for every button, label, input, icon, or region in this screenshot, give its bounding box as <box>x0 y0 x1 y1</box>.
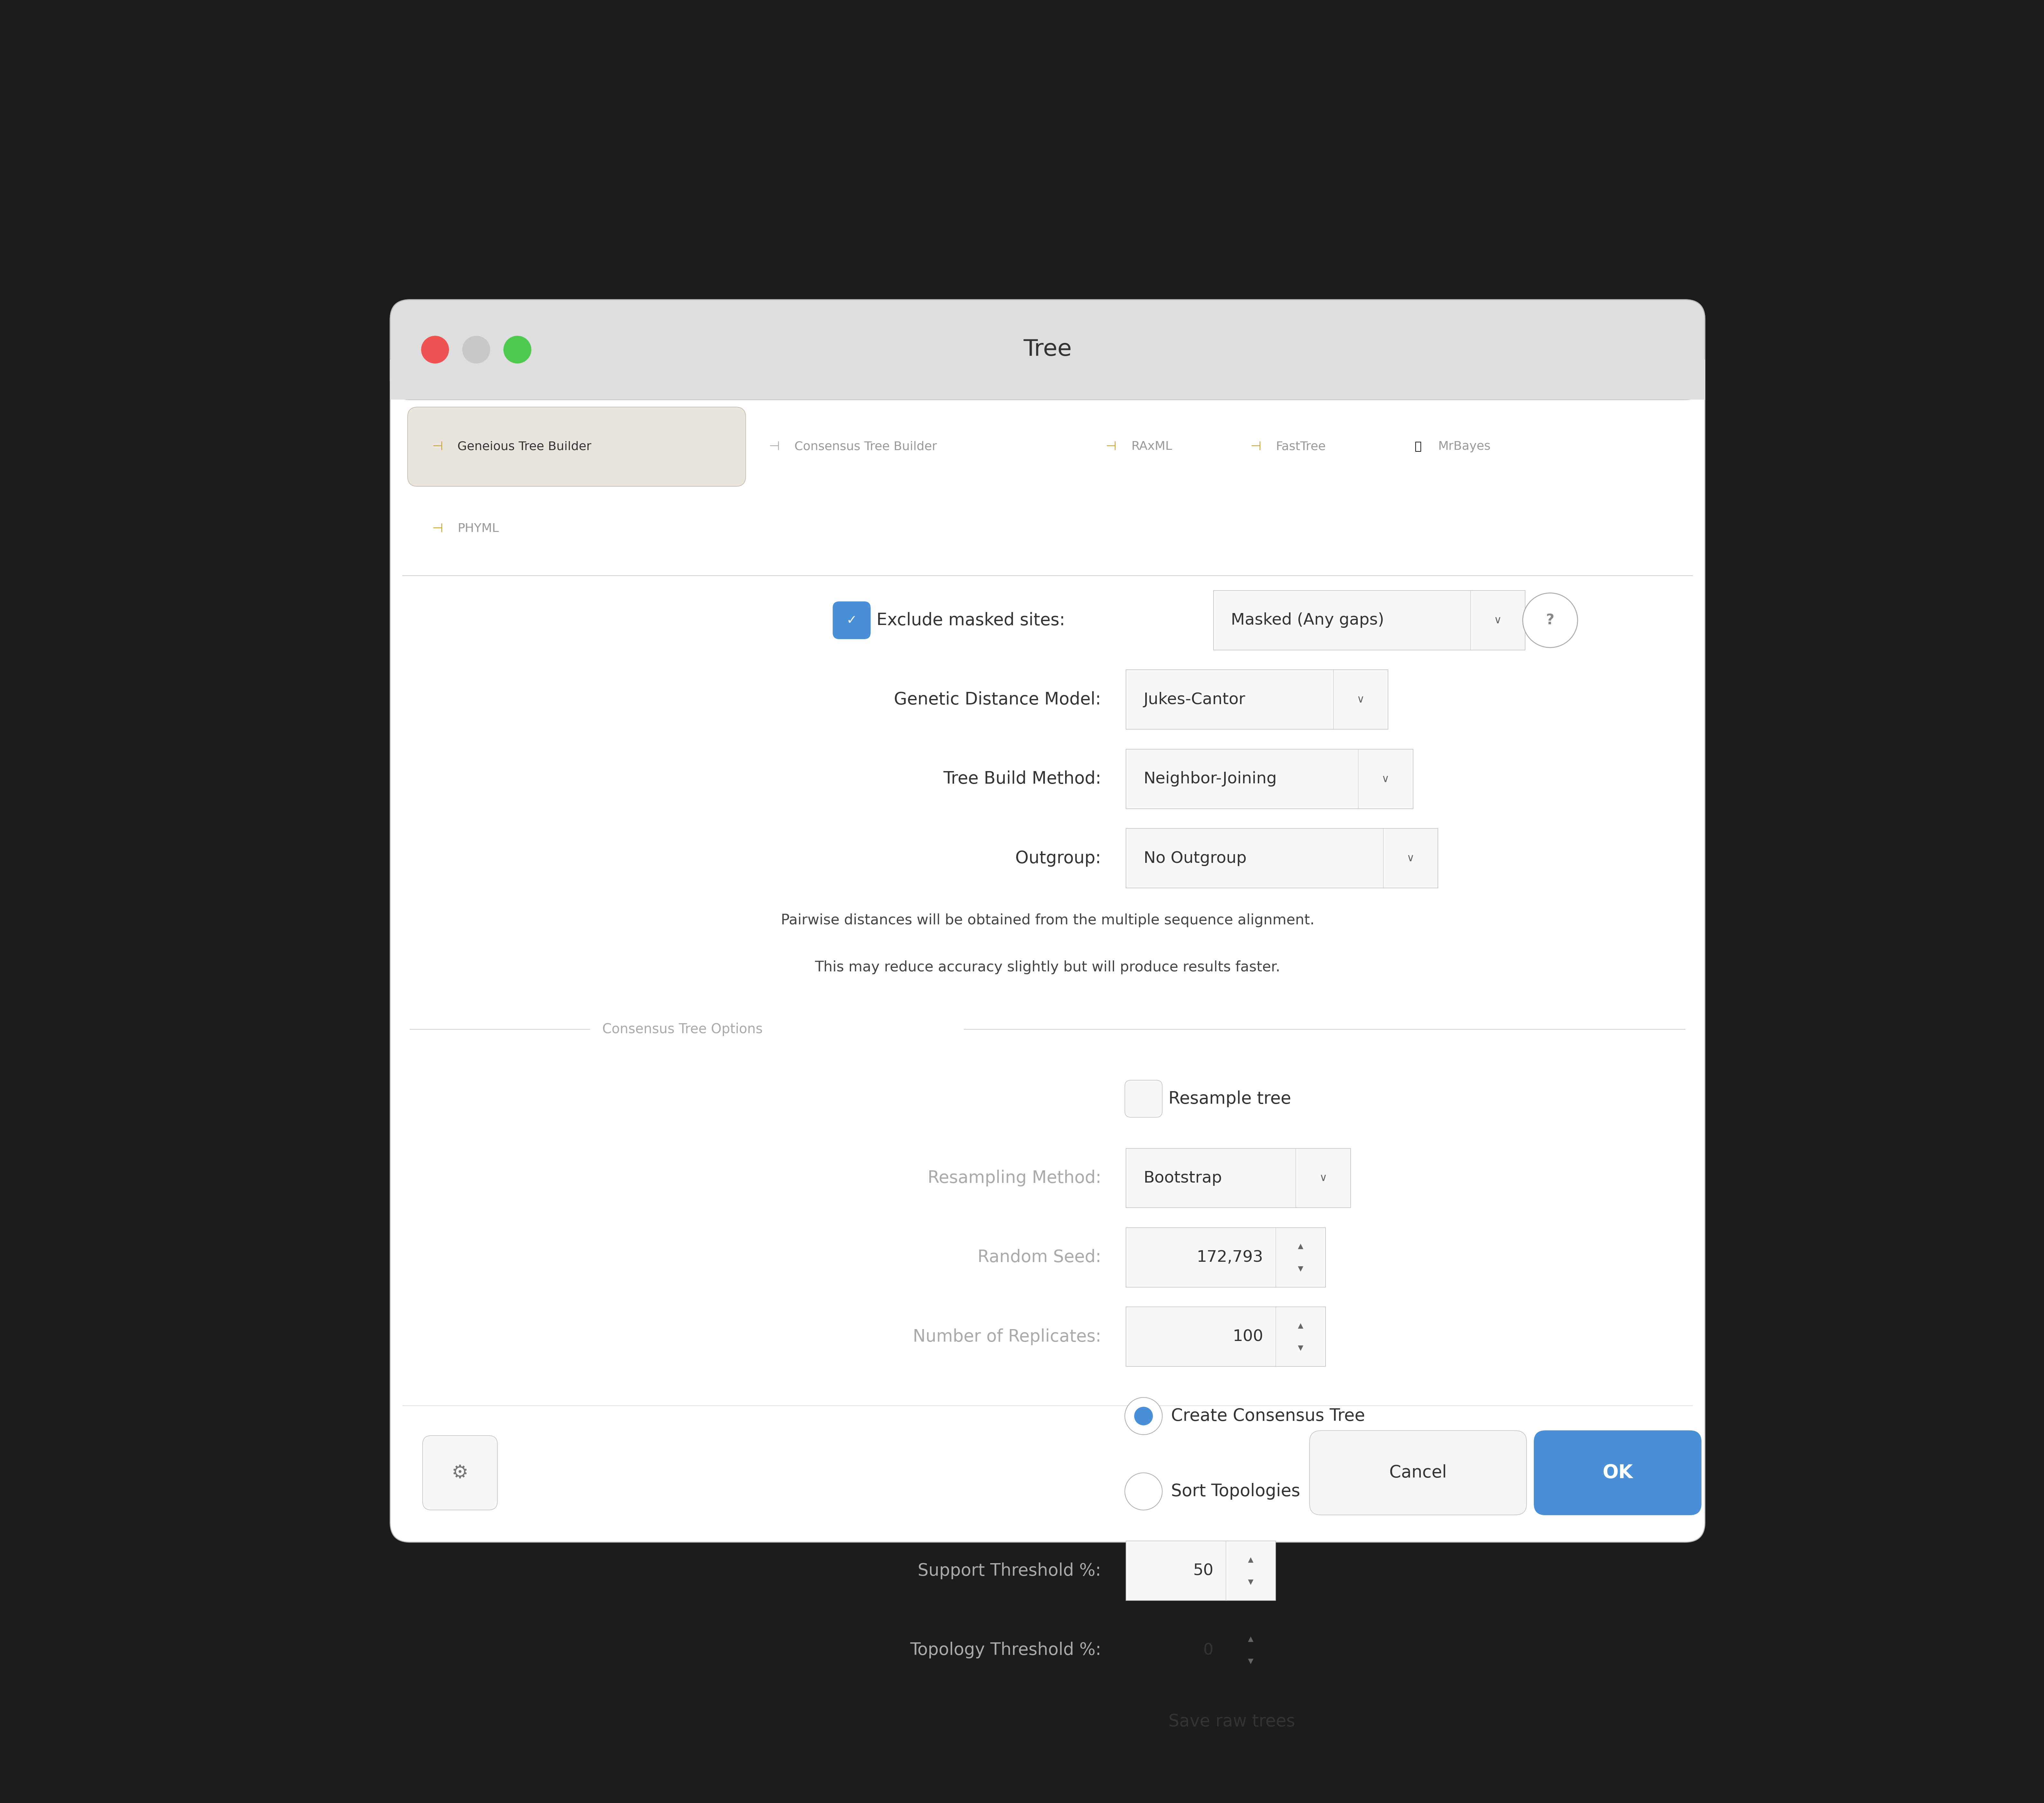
Text: 50: 50 <box>1194 1563 1214 1578</box>
Text: 0: 0 <box>1204 1643 1214 1657</box>
Text: Bootstrap: Bootstrap <box>1143 1170 1222 1186</box>
FancyBboxPatch shape <box>407 407 746 487</box>
Text: ▼: ▼ <box>1298 1345 1304 1350</box>
Text: Outgroup:: Outgroup: <box>1016 849 1102 867</box>
Text: OK: OK <box>1602 1464 1633 1482</box>
Circle shape <box>503 335 531 362</box>
Text: PHYML: PHYML <box>458 523 499 534</box>
Text: Exclude masked sites:: Exclude masked sites: <box>877 611 1065 629</box>
Text: ▲: ▲ <box>1298 1322 1304 1329</box>
FancyBboxPatch shape <box>1126 750 1412 810</box>
Circle shape <box>1124 1473 1163 1511</box>
Circle shape <box>462 335 491 362</box>
Text: ⊣: ⊣ <box>769 440 779 453</box>
Text: ∨: ∨ <box>1406 853 1414 864</box>
Text: Tree Build Method:: Tree Build Method: <box>942 770 1102 788</box>
Text: ⊣: ⊣ <box>1251 440 1261 453</box>
Text: ⊣: ⊣ <box>431 523 444 535</box>
Text: Masked (Any gaps): Masked (Any gaps) <box>1230 613 1384 627</box>
Text: Topology Threshold %:: Topology Threshold %: <box>910 1643 1102 1659</box>
FancyBboxPatch shape <box>390 299 1705 1542</box>
Text: This may reduce accuracy slightly but will produce results faster.: This may reduce accuracy slightly but wi… <box>816 961 1280 974</box>
Text: ▼: ▼ <box>1298 1266 1304 1271</box>
FancyBboxPatch shape <box>1124 1702 1163 1740</box>
FancyBboxPatch shape <box>834 602 871 638</box>
Text: 🔥: 🔥 <box>1414 442 1421 453</box>
Text: ✓: ✓ <box>846 615 856 626</box>
FancyBboxPatch shape <box>1310 1430 1527 1515</box>
FancyBboxPatch shape <box>1126 1542 1275 1601</box>
Circle shape <box>1134 1406 1153 1426</box>
FancyBboxPatch shape <box>390 299 1705 400</box>
Text: FastTree: FastTree <box>1275 442 1327 453</box>
Text: ⊣: ⊣ <box>431 440 444 453</box>
FancyBboxPatch shape <box>1126 1228 1327 1287</box>
Text: 172,793: 172,793 <box>1198 1249 1263 1266</box>
FancyBboxPatch shape <box>1214 591 1525 651</box>
Text: Cancel: Cancel <box>1390 1464 1447 1480</box>
Text: Consensus Tree Options: Consensus Tree Options <box>603 1022 762 1037</box>
Text: ▲: ▲ <box>1249 1556 1253 1563</box>
Circle shape <box>1124 1397 1163 1435</box>
Text: Number of Replicates:: Number of Replicates: <box>914 1329 1102 1345</box>
FancyBboxPatch shape <box>423 1435 497 1509</box>
Text: Sort Topologies: Sort Topologies <box>1171 1484 1300 1500</box>
FancyBboxPatch shape <box>1535 1430 1701 1515</box>
Text: ?: ? <box>1545 613 1553 627</box>
FancyBboxPatch shape <box>1126 1307 1327 1367</box>
Text: Resampling Method:: Resampling Method: <box>928 1170 1102 1186</box>
Text: ▲: ▲ <box>1249 1635 1253 1643</box>
Text: Tree: Tree <box>1024 339 1071 361</box>
Text: ⚙: ⚙ <box>452 1464 468 1482</box>
Text: ▲: ▲ <box>1298 1242 1304 1249</box>
Text: ▼: ▼ <box>1249 1659 1253 1664</box>
Text: Genetic Distance Model:: Genetic Distance Model: <box>893 691 1102 709</box>
Text: RAxML: RAxML <box>1130 442 1171 453</box>
Bar <box>390 359 1705 400</box>
Text: Neighbor-Joining: Neighbor-Joining <box>1143 772 1278 786</box>
Text: Resample tree: Resample tree <box>1169 1091 1292 1107</box>
Circle shape <box>421 335 450 362</box>
Text: Geneious Tree Builder: Geneious Tree Builder <box>458 442 591 453</box>
Text: Save raw trees: Save raw trees <box>1169 1713 1296 1729</box>
Text: Support Threshold %:: Support Threshold %: <box>918 1563 1102 1579</box>
Text: ∨: ∨ <box>1494 615 1502 626</box>
FancyBboxPatch shape <box>1126 671 1388 730</box>
Text: Random Seed:: Random Seed: <box>977 1249 1102 1266</box>
Text: ∨: ∨ <box>1318 1172 1327 1183</box>
FancyBboxPatch shape <box>1124 1080 1163 1118</box>
Text: No Outgroup: No Outgroup <box>1143 851 1247 865</box>
FancyBboxPatch shape <box>1126 1149 1351 1208</box>
Text: Create Consensus Tree: Create Consensus Tree <box>1171 1408 1365 1424</box>
Text: ⊣: ⊣ <box>1106 440 1116 453</box>
Text: Jukes-Cantor: Jukes-Cantor <box>1143 692 1245 707</box>
Text: Pairwise distances will be obtained from the multiple sequence alignment.: Pairwise distances will be obtained from… <box>781 914 1314 927</box>
Text: ▼: ▼ <box>1249 1579 1253 1585</box>
Text: 100: 100 <box>1233 1329 1263 1345</box>
Text: Consensus Tree Builder: Consensus Tree Builder <box>795 442 936 453</box>
Text: MrBayes: MrBayes <box>1437 442 1490 453</box>
Text: ∨: ∨ <box>1357 694 1365 705</box>
FancyBboxPatch shape <box>1126 829 1437 889</box>
Circle shape <box>1523 593 1578 647</box>
Text: ∨: ∨ <box>1382 773 1390 784</box>
FancyBboxPatch shape <box>1126 1621 1275 1680</box>
